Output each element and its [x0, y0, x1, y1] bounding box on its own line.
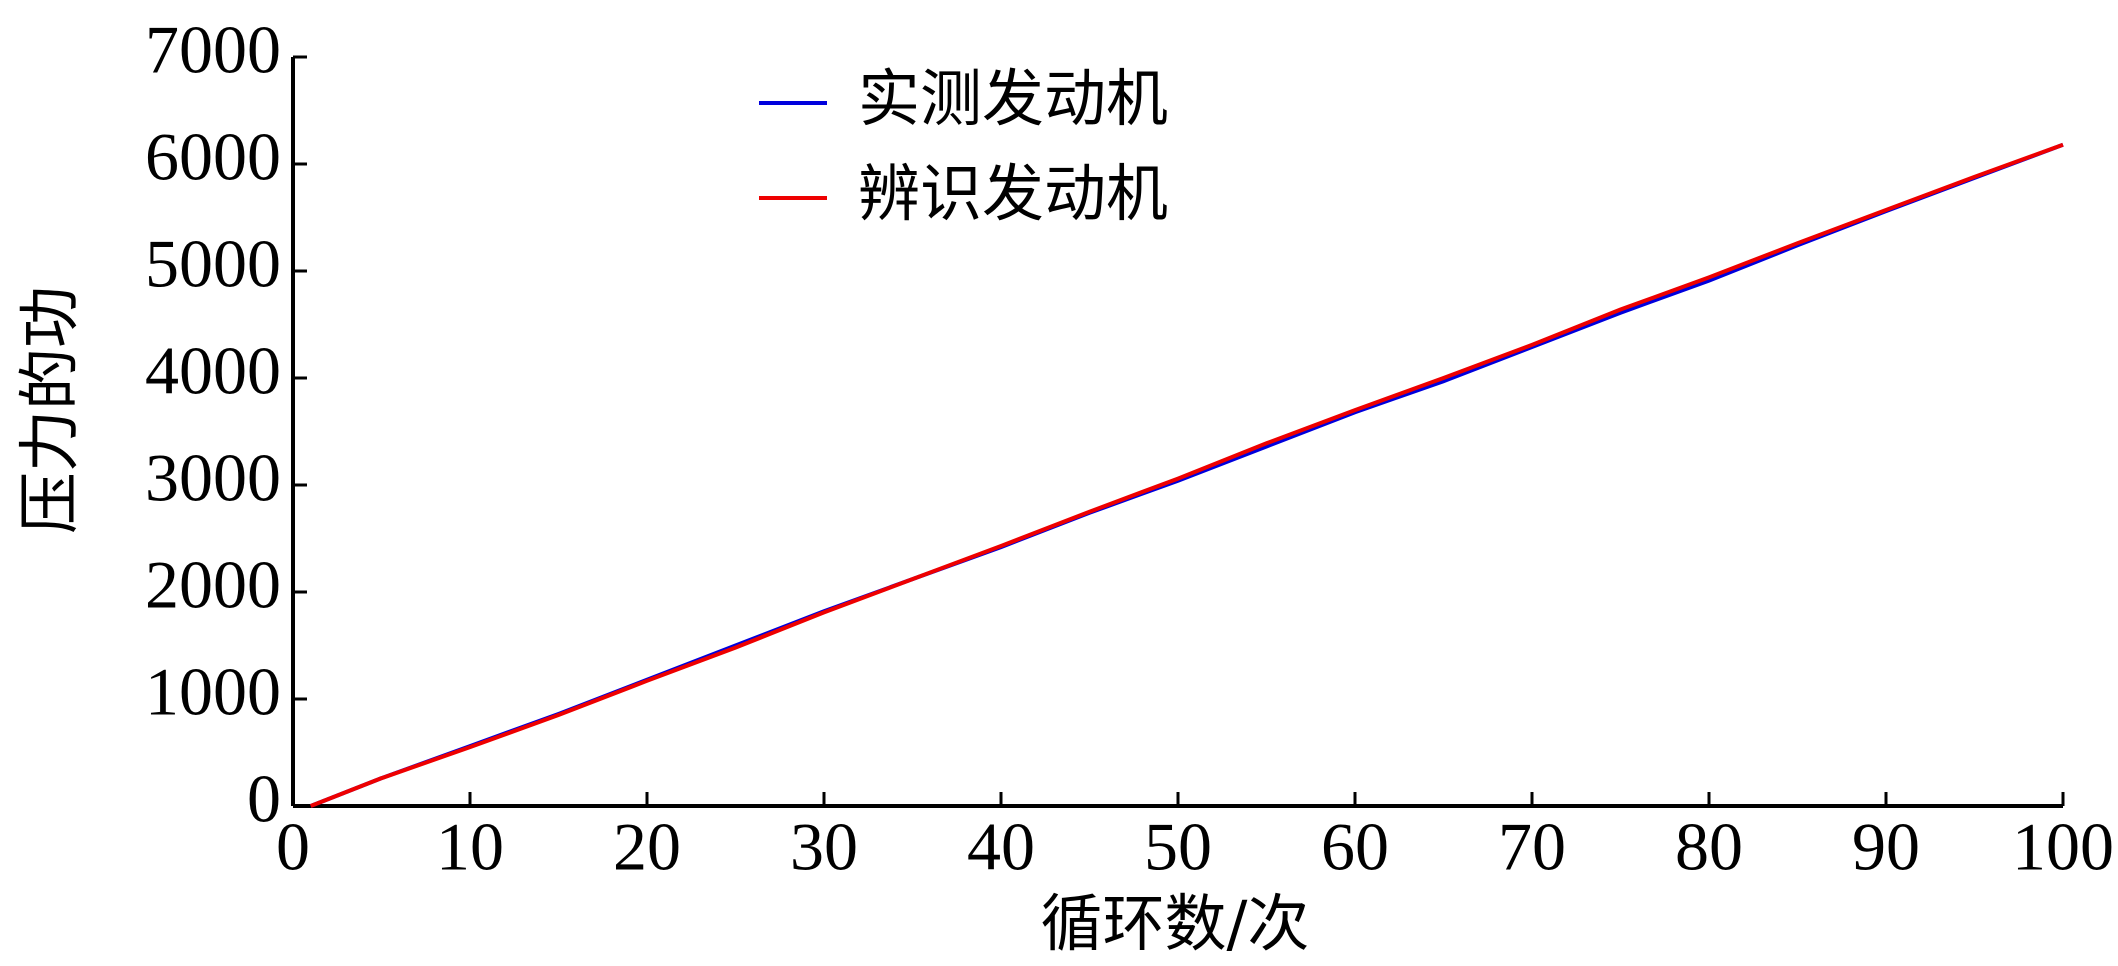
x-tick-label: 80: [1675, 809, 1743, 885]
y-tick-label: 3000: [145, 440, 281, 516]
x-tick-label: 40: [967, 809, 1035, 885]
x-tick-label: 30: [790, 809, 858, 885]
y-tick-label: 6000: [145, 119, 281, 195]
x-tick-label: 20: [613, 809, 681, 885]
x-tick-label: 60: [1321, 809, 1389, 885]
x-tick-label: 100: [2012, 809, 2114, 885]
y-tick-label: 2000: [145, 547, 281, 623]
y-tick-label: 5000: [145, 226, 281, 302]
x-axis-label: 循环数/次: [1041, 887, 1310, 960]
y-axis-label: 压力的功: [13, 286, 86, 534]
legend-label: 辨识发动机: [858, 157, 1168, 230]
x-tick-label: 90: [1852, 809, 1920, 885]
x-tick-label: 70: [1498, 809, 1566, 885]
y-tick-label: 0: [247, 761, 281, 837]
y-tick-label: 1000: [145, 654, 281, 730]
x-tick-label: 50: [1144, 809, 1212, 885]
y-tick-label: 7000: [145, 12, 281, 88]
x-tick-label: 0: [276, 809, 310, 885]
series-line: [309, 142, 2064, 808]
legend-label: 实测发动机: [858, 62, 1168, 135]
x-tick-label: 10: [436, 809, 504, 885]
y-tick-label: 4000: [145, 333, 281, 409]
